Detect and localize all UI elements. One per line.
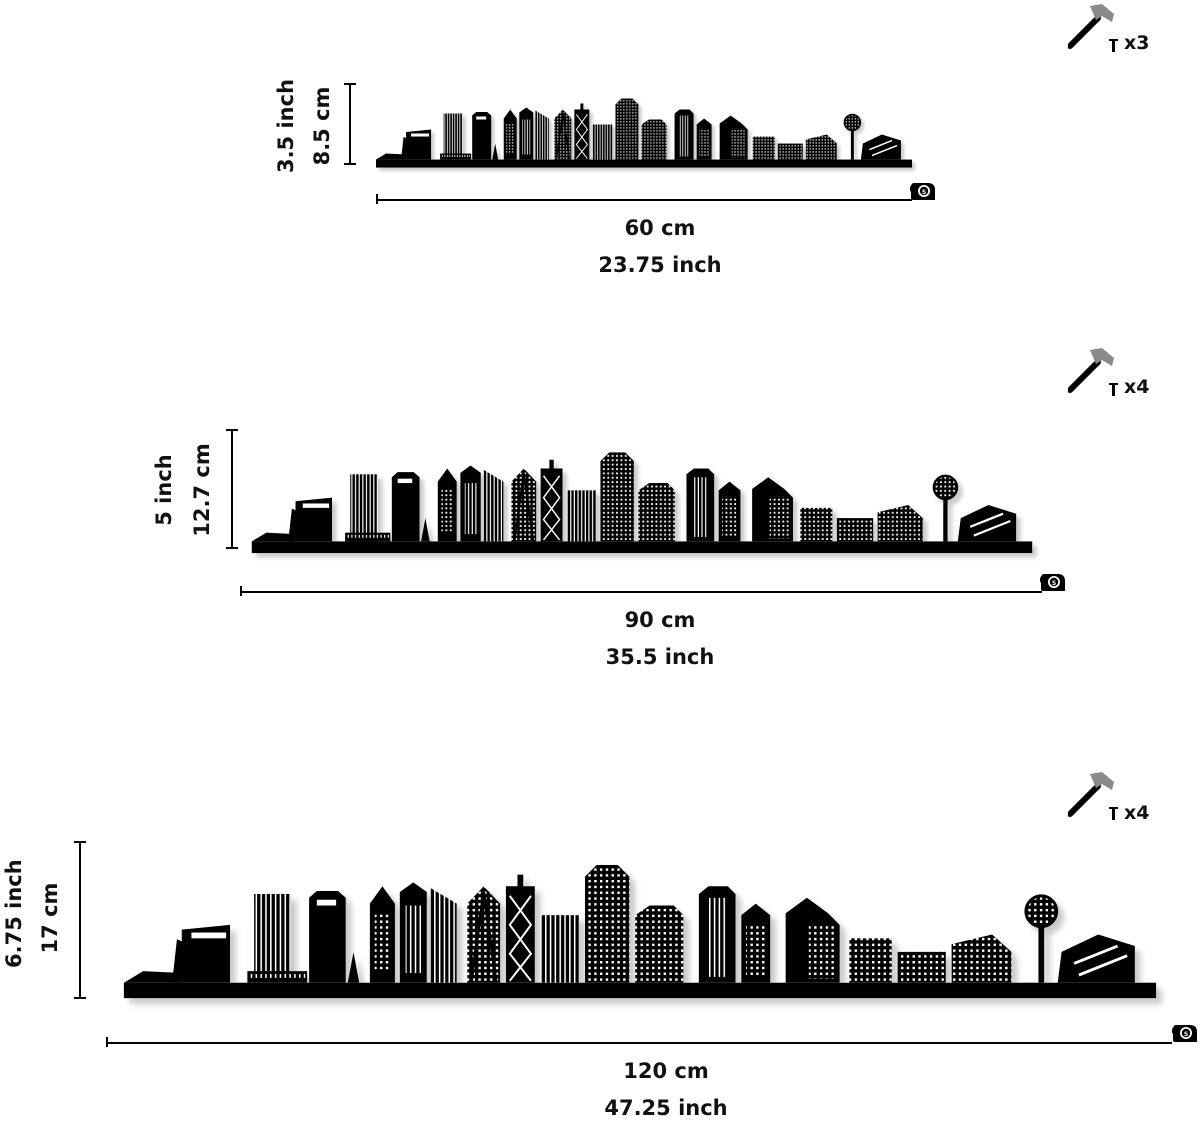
width-cm-label: 90 cm bbox=[624, 608, 696, 632]
width-cm-label: 120 cm bbox=[623, 1059, 709, 1083]
width-cm-label: 60 cm bbox=[624, 216, 696, 240]
width-dimension-line bbox=[106, 1037, 1172, 1047]
nail-count: x3 bbox=[1124, 32, 1150, 54]
height-cm-label: 17 cm bbox=[38, 882, 62, 954]
skyline-silhouette bbox=[122, 863, 1158, 1000]
height-dimension-line bbox=[226, 429, 238, 549]
variant-medium: 5 inch 12.7 cm 90 cm 35.5 inch x4 bbox=[152, 0, 1150, 669]
width-inch-label: 47.25 inch bbox=[604, 1096, 728, 1120]
height-dimension-line bbox=[74, 841, 86, 999]
width-dimension-line bbox=[240, 586, 1042, 596]
width-inch-label: 35.5 inch bbox=[605, 645, 715, 669]
variant-small: 3.5 inch 8.5 cm 60 cm 23.75 inch x3 bbox=[0, 0, 1200, 300]
width-dimension-line bbox=[376, 194, 912, 204]
tape-measure-icon bbox=[1172, 1025, 1197, 1042]
height-inch-label: 6.75 inch bbox=[2, 859, 26, 968]
height-dimension-line bbox=[344, 83, 356, 165]
nail-count: x4 bbox=[1124, 376, 1150, 398]
width-inch-label: 23.75 inch bbox=[598, 253, 722, 277]
nail-count: x4 bbox=[1124, 802, 1150, 824]
hammer-icon bbox=[1068, 768, 1122, 822]
